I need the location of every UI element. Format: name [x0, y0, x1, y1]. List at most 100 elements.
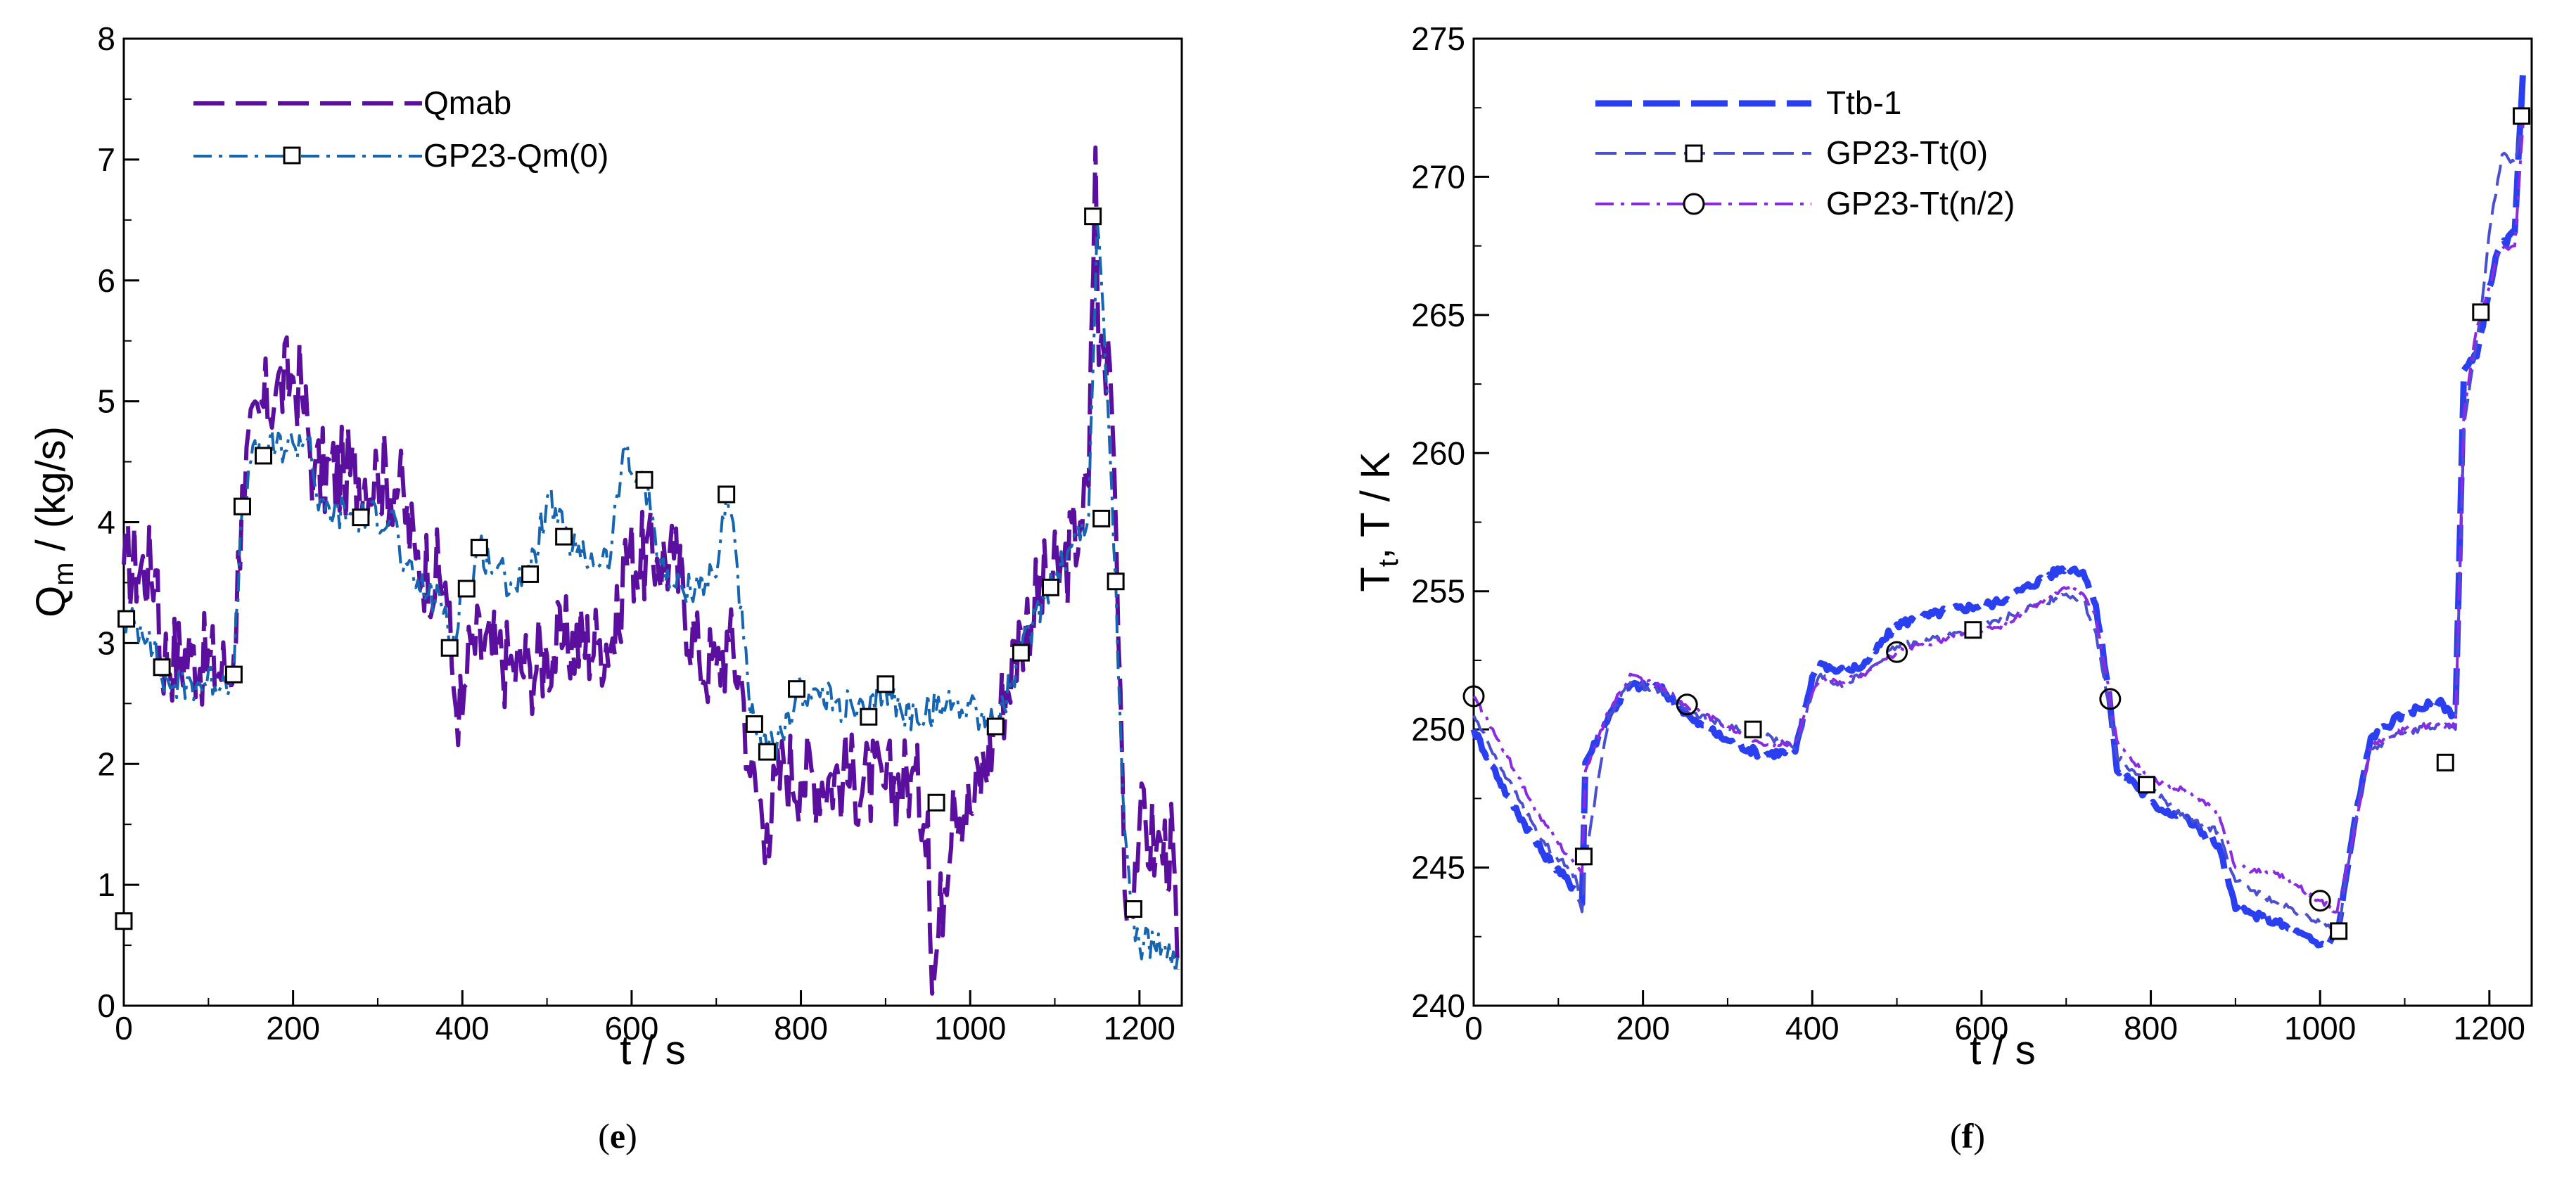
chart-e-ticks: 0 200 400 600 800 1000 1200 0 1 2 3 4 5 6 7 8 [97, 20, 1175, 1046]
square-marker [1012, 644, 1030, 662]
y-tick-label: 250 [1411, 711, 1465, 748]
chart-f-markers [1462, 107, 2531, 940]
square-marker [352, 508, 370, 527]
y-tick-label: 275 [1411, 20, 1465, 57]
square-marker [927, 793, 945, 812]
square-marker [555, 527, 573, 546]
square-marker [470, 539, 488, 557]
series-line-gp23-tt-n-2- [1472, 121, 2525, 914]
x-tick-label: 1000 [934, 1010, 1006, 1046]
y-tick-label: 6 [97, 262, 115, 299]
y-tick-label: 260 [1411, 435, 1465, 471]
chart-f-ylabel-sub: t [1373, 559, 1404, 567]
square-marker [1042, 578, 1060, 596]
chart-e-markers [115, 207, 1142, 930]
x-tick-label: 1200 [2454, 1010, 2525, 1046]
circle-marker [1886, 641, 1908, 663]
square-marker [986, 717, 1005, 736]
x-tick-label: 1200 [1104, 1010, 1175, 1046]
y-tick-label: 4 [97, 504, 115, 541]
caption-f: (f) [1950, 1116, 1985, 1155]
legend-f-gp23-n2-marker [1683, 193, 1705, 215]
chart-panel-f: 0 200 400 600 800 1000 1200 240 245 250 255 260 265 2… [1353, 20, 2533, 1155]
square-marker [1092, 509, 1111, 527]
caption-f-letter: f [1962, 1116, 1975, 1155]
square-marker [117, 610, 136, 628]
square-marker [1124, 900, 1142, 918]
x-tick-label: 0 [115, 1010, 133, 1046]
chart-f-ylabel-tail: , T / K [1353, 452, 1398, 559]
square-marker [635, 470, 653, 489]
square-marker [2513, 107, 2531, 125]
square-marker [1574, 847, 1593, 866]
y-tick-label: 2 [97, 745, 115, 782]
legend-f-gp23-0-label: GP23-Tt(0) [1826, 134, 1988, 171]
x-tick-label: 600 [605, 1010, 659, 1046]
legend-f-gp23-0-marker [1685, 144, 1703, 162]
circle-marker [1462, 685, 1485, 708]
square-marker [233, 497, 251, 516]
y-tick-label: 240 [1411, 987, 1465, 1024]
y-tick-label: 3 [97, 625, 115, 661]
square-marker [1964, 621, 1982, 639]
square-marker [115, 912, 133, 930]
chart-e-plot-frame [122, 37, 1183, 1007]
legend-f-gp23-n2-label: GP23-Tt(n/2) [1826, 185, 2015, 222]
x-tick-label: 400 [1785, 1010, 1839, 1046]
chart-e-legend: Qmab GP23-Qm(0) [193, 84, 608, 174]
y-tick-label: 0 [97, 987, 115, 1024]
square-marker [2138, 776, 2156, 794]
x-tick-label: 600 [1955, 1010, 2009, 1046]
square-marker [440, 639, 459, 657]
chart-e-x-axis-label: t / s [620, 1027, 685, 1073]
chart-f-legend: Ttb-1 GP23-Tt(0) GP23-Tt(n/2) [1595, 84, 2015, 222]
caption-e: (e) [598, 1116, 637, 1155]
chart-e-y-axis-label: Qm / (kg/s) [28, 426, 79, 617]
x-tick-label: 0 [1465, 1010, 1483, 1046]
square-marker [2472, 303, 2490, 321]
y-tick-label: 8 [97, 20, 115, 57]
chart-e-ylabel-main: Q [28, 586, 74, 617]
x-tick-label: 400 [435, 1010, 490, 1046]
x-tick-label: 200 [266, 1010, 320, 1046]
square-marker [758, 743, 776, 761]
circle-marker [2099, 688, 2122, 710]
x-tick-label: 200 [1616, 1010, 1670, 1046]
square-marker [788, 680, 806, 698]
legend-e-gp23-label: GP23-Qm(0) [423, 137, 608, 174]
series-line-qmab [122, 145, 1180, 996]
square-marker [2436, 753, 2454, 772]
chart-e-ylabel-tail: / (kg/s) [28, 426, 74, 562]
square-marker [224, 665, 243, 684]
chart-f-x-axis-label: t / s [1970, 1027, 2035, 1073]
y-tick-label: 1 [97, 866, 115, 903]
circle-marker [2309, 890, 2331, 912]
legend-e-gp23-marker [283, 146, 301, 165]
square-marker [1744, 720, 1762, 738]
chart-f-series-lines [1470, 66, 2527, 949]
chart-f-plot-frame [1472, 37, 2533, 1007]
square-marker [1107, 572, 1125, 591]
x-tick-label: 800 [2124, 1010, 2178, 1046]
square-marker [521, 565, 540, 583]
chart-panel-e: 0 200 400 600 800 1000 1200 0 1 2 3 4 5 6 7 8 Qmab GP23… [28, 20, 1183, 1155]
x-tick-label: 800 [774, 1010, 828, 1046]
square-marker [860, 708, 878, 726]
series-line-ttb-1 [1470, 66, 2527, 949]
square-marker [2330, 922, 2348, 940]
square-marker [1084, 207, 1102, 226]
square-marker [745, 715, 763, 734]
chart-f-y-axis-label: Tt, T / K [1353, 452, 1404, 591]
y-tick-label: 265 [1411, 297, 1465, 333]
square-marker [153, 658, 171, 677]
square-marker [457, 580, 476, 598]
legend-f-ttb-label: Ttb-1 [1826, 84, 1901, 121]
caption-e-letter: e [610, 1116, 625, 1155]
x-tick-label: 1000 [2284, 1010, 2356, 1046]
chart-e-series-lines [122, 145, 1180, 996]
circle-marker [1676, 693, 1698, 716]
y-tick-label: 5 [97, 383, 115, 420]
series-line-gp23-qm-0- [122, 218, 1179, 974]
